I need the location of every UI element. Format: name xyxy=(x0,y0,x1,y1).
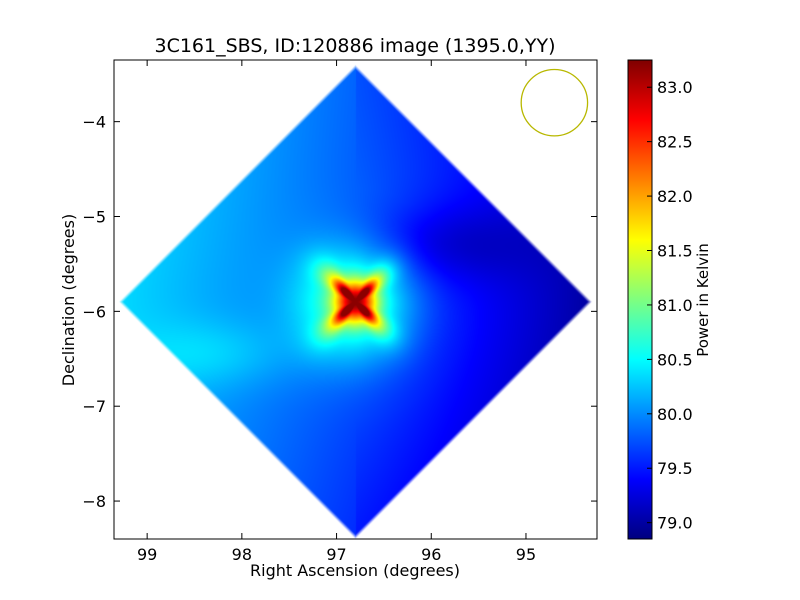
colorbar-label: Power in Kelvin xyxy=(694,243,712,357)
colorbar-tick-label: 81.0 xyxy=(657,296,693,315)
heatmap-image xyxy=(114,60,597,539)
colorbar-ticks: 79.0 79.5 80.0 80.5 81.0 81.5 82.0 82.5 83.0 xyxy=(647,78,693,533)
x-axis-label: Right Ascension (degrees) xyxy=(250,561,460,580)
plot-frame xyxy=(113,59,598,540)
colorbar: 79.0 79.5 80.0 80.5 81.0 81.5 82.0 82.5 83.0 xyxy=(627,59,693,540)
y-axis-label: Declination (degrees) xyxy=(59,214,78,386)
beam-circle xyxy=(520,68,589,137)
colorbar-tick-label: 79.5 xyxy=(657,459,693,478)
colorbar-tick-label: 83.0 xyxy=(657,78,693,97)
chart-title: 3C161_SBS, ID:120886 image (1395.0,YY) xyxy=(154,35,555,57)
x-tick-label: 97 xyxy=(326,545,346,564)
x-tick-label: 96 xyxy=(421,545,441,564)
colorbar-tick-label: 80.0 xyxy=(657,405,693,424)
colorbar-tick-label: 82.0 xyxy=(657,187,693,206)
y-axis: −4 −5 −6 −7 −8 xyxy=(82,113,597,511)
y-tick-label: −6 xyxy=(82,302,106,321)
colorbar-frame xyxy=(627,59,653,540)
x-tick-label: 95 xyxy=(516,545,536,564)
colorbar-tick-label: 79.0 xyxy=(657,514,693,533)
y-tick-label: −7 xyxy=(82,397,106,416)
colorbar-fill xyxy=(628,60,652,539)
y-tick-label: −8 xyxy=(82,492,106,511)
y-tick-label: −5 xyxy=(82,208,106,227)
x-tick-label: 98 xyxy=(232,545,252,564)
plot-area: 99 98 97 96 95 −4 −5 −6 −7 −8 xyxy=(82,59,598,564)
x-tick-label: 99 xyxy=(137,545,157,564)
colorbar-tick-label: 82.5 xyxy=(657,133,693,152)
x-axis: 99 98 97 96 95 xyxy=(137,60,536,564)
colorbar-tick-label: 81.5 xyxy=(657,242,693,261)
y-tick-label: −4 xyxy=(82,113,106,132)
colorbar-tick-label: 80.5 xyxy=(657,350,693,369)
